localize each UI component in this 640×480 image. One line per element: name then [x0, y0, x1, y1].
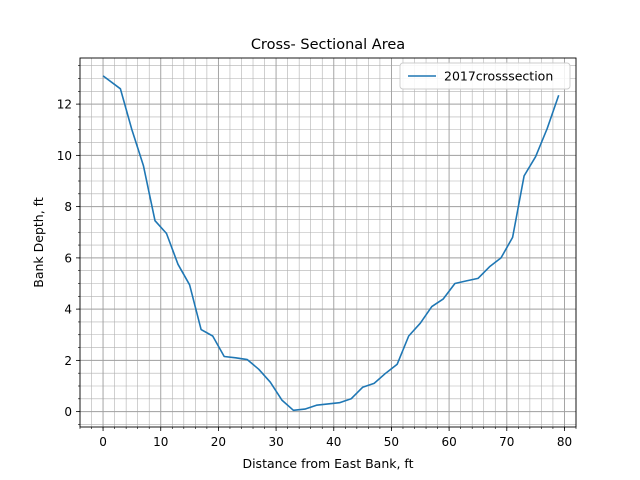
major-grid — [80, 58, 576, 427]
chart-title: Cross- Sectional Area — [251, 37, 405, 53]
y-tick-label: 4 — [64, 303, 72, 317]
x-tick-label: 0 — [99, 435, 107, 449]
y-tick-label: 8 — [64, 200, 72, 214]
axis-ticks: 0 10 20 30 40 50 60 70 80 0 2 4 6 8 10 12 — [57, 65, 577, 449]
y-tick-label: 12 — [57, 98, 72, 112]
series-line — [102, 75, 560, 412]
legend-label: 2017crosssection — [444, 69, 553, 84]
plot-area-frame — [79, 57, 577, 428]
x-axis-label: Distance from East Bank, ft — [242, 456, 413, 471]
x-tick-label: 60 — [441, 435, 456, 449]
series-layer — [102, 75, 560, 412]
x-tick-label: 20 — [211, 435, 226, 449]
legend: 2017crosssection — [399, 62, 571, 90]
legend-frame — [399, 62, 571, 90]
x-tick-label: 70 — [499, 435, 514, 449]
y-tick-label: 10 — [57, 149, 72, 163]
x-tick-label: 80 — [557, 435, 572, 449]
y-tick-label: 0 — [64, 405, 72, 419]
x-tick-label: 10 — [153, 435, 168, 449]
y-tick-label: 2 — [64, 354, 72, 368]
x-tick-label: 50 — [384, 435, 399, 449]
y-tick-label: 6 — [64, 251, 72, 265]
x-tick-label: 40 — [326, 435, 341, 449]
y-axis-label: Bank Depth, ft — [31, 197, 46, 288]
x-tick-label: 30 — [268, 435, 283, 449]
